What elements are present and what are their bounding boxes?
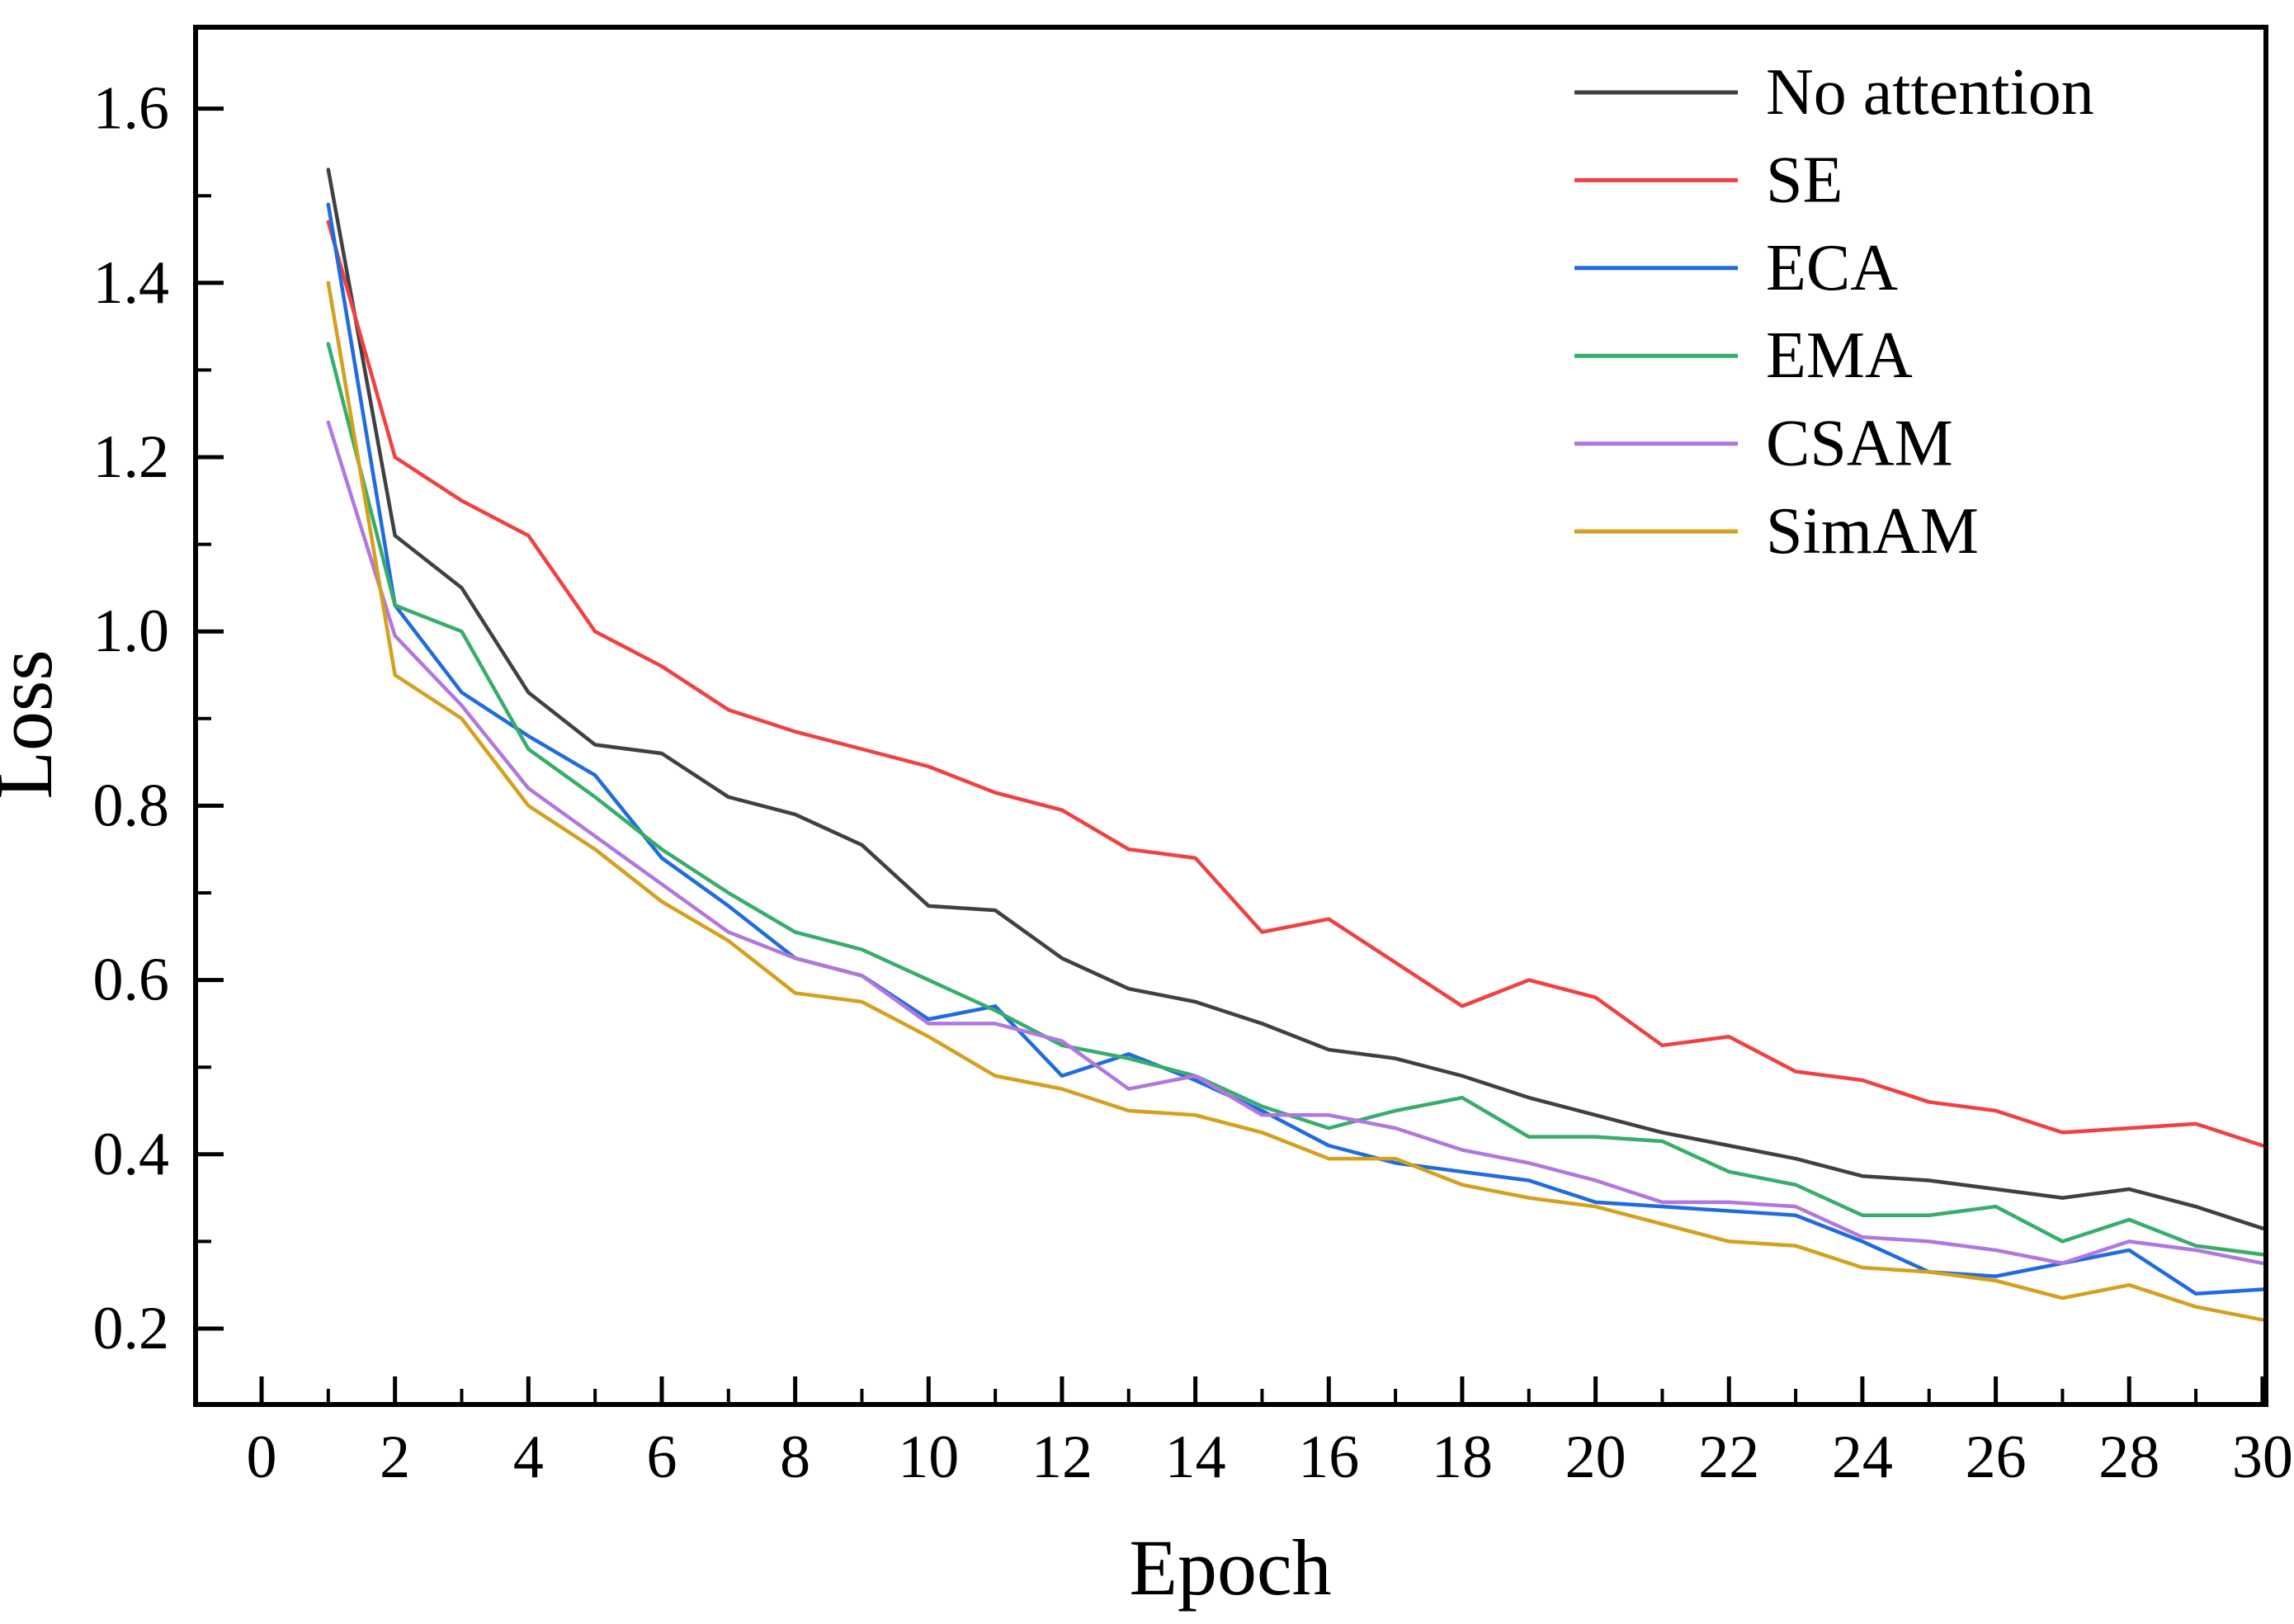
- y-tick-label: 1.4: [93, 249, 170, 317]
- legend-label-csam: CSAM: [1766, 408, 1953, 480]
- x-tick-label: 10: [898, 1423, 959, 1491]
- plot-border: [193, 25, 2268, 1407]
- data-series-lines: [326, 168, 2265, 1322]
- x-tick-label: 28: [2098, 1423, 2159, 1491]
- y-tick-label: 0.8: [93, 772, 170, 839]
- x-tick-label: 20: [1565, 1423, 1626, 1491]
- x-tick-label: 22: [1698, 1423, 1759, 1491]
- y-tick-label: 1.0: [93, 597, 170, 665]
- x-tick-label: 16: [1298, 1423, 1359, 1491]
- legend-label-eca: ECA: [1766, 232, 1898, 304]
- x-tick-label: 0: [247, 1423, 277, 1491]
- legend-label-ema: EMA: [1766, 319, 1913, 392]
- x-tick-label: 8: [780, 1423, 810, 1491]
- series-line-csam: [326, 420, 2265, 1266]
- y-tick-label: 0.4: [93, 1121, 170, 1188]
- x-tick-label: 26: [1966, 1423, 2027, 1491]
- x-tick-label: 6: [646, 1423, 677, 1491]
- y-tick-label: 1.2: [93, 423, 170, 491]
- y-axis-title: Loss: [0, 649, 68, 799]
- x-tick-label: 30: [2232, 1423, 2293, 1491]
- x-tick-label: 4: [513, 1423, 544, 1491]
- series-line-ema: [326, 342, 2265, 1257]
- x-tick-label: 12: [1031, 1423, 1093, 1491]
- series-line-se: [326, 220, 2265, 1148]
- x-tick-label: 24: [1832, 1423, 1893, 1491]
- y-tick-label: 0.6: [93, 947, 170, 1014]
- x-axis-ticks: 0 2 4 6 8 10 12 14 16 18 20 22 24 26 28 30: [247, 1376, 2293, 1491]
- x-tick-label: 2: [380, 1423, 410, 1491]
- y-tick-label: 0.2: [93, 1295, 170, 1362]
- legend-label-se: SE: [1766, 144, 1843, 216]
- y-axis-ticks: 0.2 0.4 0.6 0.8 1.0 1.2 1.4 1.6: [93, 75, 224, 1362]
- x-tick-label: 14: [1165, 1423, 1226, 1491]
- y-tick-label: 1.6: [93, 75, 170, 143]
- legend-label-simam: SimAM: [1766, 495, 1979, 568]
- x-axis-title: Epoch: [1129, 1523, 1331, 1612]
- legend: No attention SE ECA EMA CSAM SimAM: [1574, 56, 2094, 568]
- x-tick-label: 18: [1432, 1423, 1493, 1491]
- series-line-no-attention: [326, 168, 2265, 1230]
- series-line-simam: [326, 281, 2265, 1322]
- legend-label-no-attention: No attention: [1766, 56, 2094, 129]
